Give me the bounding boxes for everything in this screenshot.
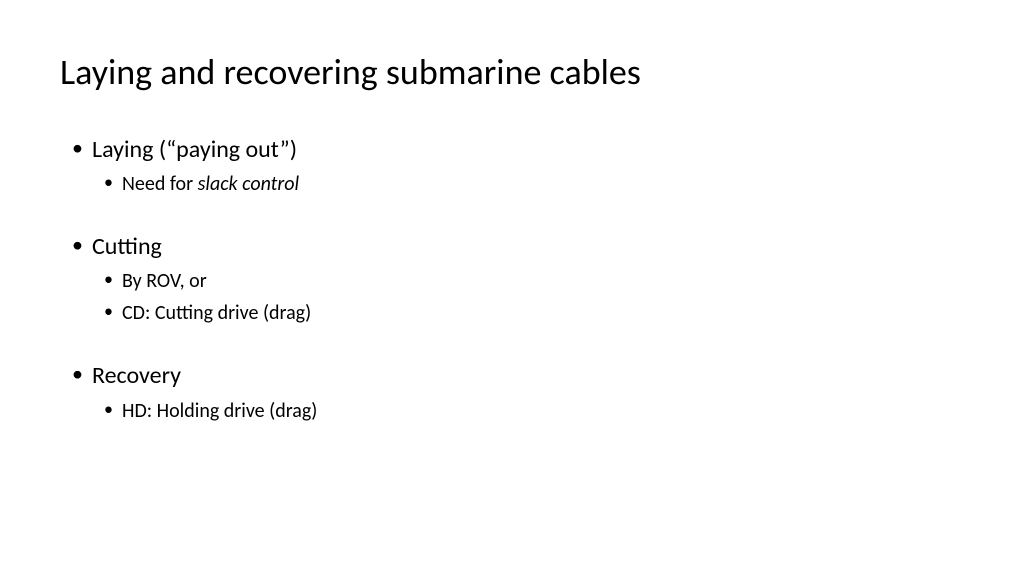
- bullet-recovery: Recovery HD: Holding drive (drag): [70, 360, 964, 423]
- sub-slack-control: Need for slack control: [102, 171, 964, 197]
- sublist-laying: Need for slack control: [92, 171, 964, 197]
- bullet-laying-label: Laying (“paying out”): [92, 135, 297, 164]
- sublist-recovery: HD: Holding drive (drag): [92, 398, 964, 424]
- sublist-cutting: By ROV, or CD: Cutting drive (drag): [92, 268, 964, 326]
- bullet-laying: Laying (“paying out”) Need for slack con…: [70, 134, 964, 197]
- bullet-list: Laying (“paying out”) Need for slack con…: [70, 134, 964, 424]
- slide-content: Laying (“paying out”) Need for slack con…: [60, 134, 964, 424]
- bullet-recovery-label: Recovery: [92, 361, 181, 390]
- sub-rov: By ROV, or: [102, 268, 964, 294]
- slide-title: Laying and recovering submarine cables: [60, 50, 964, 94]
- sub-cd: CD: Cutting drive (drag): [102, 300, 964, 326]
- sub-slack-italic: slack control: [198, 172, 300, 196]
- sub-hd: HD: Holding drive (drag): [102, 398, 964, 424]
- bullet-cutting: Cutting By ROV, or CD: Cutting drive (dr…: [70, 231, 964, 326]
- sub-slack-prefix: Need for: [122, 172, 198, 196]
- bullet-cutting-label: Cutting: [92, 232, 162, 261]
